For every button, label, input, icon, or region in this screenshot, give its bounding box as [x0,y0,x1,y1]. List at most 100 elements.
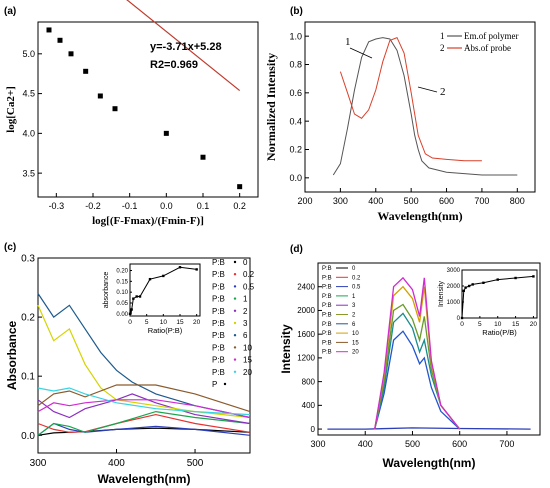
x-tick-label: 10 [494,321,502,328]
y-tick-label: 3.5 [22,168,35,178]
legend-swatch [233,309,237,312]
fit-line [126,0,241,92]
inset-point [162,274,165,278]
panel-d: (d)300 400 500 600 7000400800120016002000240… [279,244,541,470]
x-tick-label: 0 [460,321,464,328]
y-tick-label: 2000 [447,284,461,290]
legend-prefix: P:B [322,350,332,356]
data-point [83,68,89,74]
x-tick-label: 200 [297,196,312,206]
panel-label: (c) [4,242,16,253]
inset-point [462,289,465,292]
inset-y-label: absorbance [103,272,110,309]
inset-point [128,312,132,316]
series-line [37,293,251,419]
inset-point [135,295,138,298]
inset-point [464,286,467,289]
legend-label: 15 [243,356,252,365]
legend-prefix: P:B [212,295,225,304]
legend-prefix: P:B [212,356,225,365]
legend-prefix: P:B [212,258,225,267]
data-point [97,93,103,99]
series-line [37,305,251,419]
legend-number: 1 [440,31,445,41]
legend-prefix: P:B [212,319,225,328]
y-tick-label: 0.20 [116,269,128,275]
r-squared-text: R2=0.969 [150,59,198,71]
x-tick-label: 15 [176,319,184,326]
legend-prefix: P:B [322,313,332,319]
legend-label: Em.of polymer [464,31,519,41]
legend-prefix: P:B [212,368,225,377]
inset-point [138,295,142,298]
panel-b: (b) 200 300 400 500 600 700 800 0.0 0.2 0.4 0.6 0.8 1… [264,6,536,223]
y-tick-label: 0.10 [116,290,128,296]
plot-frame [304,21,536,193]
legend-swatch [233,334,237,337]
y-tick-label: 4.0 [22,129,35,139]
plot-frame [37,21,259,198]
legend-swatch [233,273,237,276]
x-tick-label: 20 [193,319,201,326]
inset-point [514,276,517,280]
y-tick-label: 0 [311,425,316,434]
legend-prefix: P:B [212,270,225,279]
legend-label: 10 [243,343,252,352]
x-tick-label: 20 [530,321,538,328]
legend-label: 20 [352,350,359,356]
y-tick-label: 0.8 [289,60,302,70]
inset-line [129,266,197,314]
legend-prefix: P:B [212,282,225,291]
y-axis-label: Normalized Intensity [264,53,278,161]
series-line [374,303,461,430]
legend-label: 1 [243,295,248,304]
y-tick-label: 1200 [297,354,315,363]
inset-point [148,277,152,281]
legend: P:B 0 P:B 0.2 P:B 0.5 P:B 1 P:B 2 P:B 3 P:B 6 P:B 10 P:B… [212,258,255,389]
panel-label: (d) [290,244,303,255]
y-tick-label: 0.0 [21,431,35,442]
data-point [68,51,74,57]
x-tick-label: 15 [512,321,520,328]
x-tick-label: -0.1 [122,201,138,211]
x-tick-label: 0.1 [197,201,210,211]
x-tick-label: 5 [145,319,149,326]
inset-point [129,310,132,313]
y-tick-label: 0.2 [21,313,35,324]
y-tick-label: 3000 [447,268,461,274]
y-tick-label: 1600 [297,330,315,339]
series-line [37,387,251,416]
x-tick-label: 400 [108,458,125,469]
y-tick-label: 0.6 [289,88,302,98]
panel-label: (a) [4,6,16,17]
inset-chart: 0 5 10 15 20 0 1000 2000 3000 Ratio(P/B) Intensity [438,268,538,337]
legend-swatch [223,382,227,386]
inset-point [132,297,135,300]
y-axis-label: log[Ca2+] [5,86,17,133]
y-tick-label: 0.2 [289,145,302,155]
legend-label: 0.2 [243,270,255,279]
series-line [374,312,461,430]
x-tick-label: -0.3 [49,201,65,211]
legend-prefix: P:B [212,343,225,352]
callout-2: 2 [440,86,446,98]
legend-prefix: P:B [322,331,332,337]
legend-swatch [233,285,237,288]
legend-label: 6 [352,322,356,328]
y-tick-label: 0.4 [289,116,302,126]
y-tick-label: 2000 [297,306,315,315]
inset-point [496,278,499,281]
inset-point [471,283,474,286]
panel-c: (c) 300 400 500 0.0 0.1 0.2 0.3 P:B 0 P:B 0.2 P:B 0.5… [4,242,255,486]
data-point [46,27,52,33]
inset-frame [461,269,538,319]
legend-prefix: P:B [322,340,332,346]
series-line [374,276,461,430]
y-tick-label: 0.1 [21,372,35,383]
series-line [37,399,251,419]
inset-x-label: Ratio(P:B) [148,326,183,335]
panel-a: (a) -0.3 -0.2 -0.1 0.0 0.1 0.2 3.5 4.0 4.5 5.0 y=-3… [4,0,259,227]
legend-label: 2 [352,313,356,319]
data-point [200,154,206,160]
